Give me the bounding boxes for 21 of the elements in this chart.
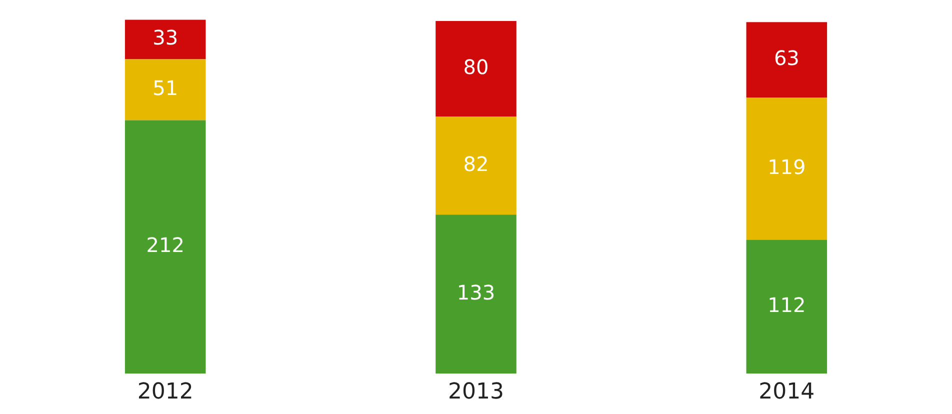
data-label: 212 <box>146 233 184 258</box>
bar <box>124 120 206 374</box>
bar <box>746 22 828 98</box>
bar <box>746 97 828 240</box>
data-label: 51 <box>152 76 178 100</box>
bar <box>436 214 516 374</box>
data-label: 82 <box>463 152 489 176</box>
data-label: 133 <box>456 280 496 304</box>
data-label: 33 <box>152 26 178 50</box>
data-label: 119 <box>768 154 806 179</box>
bar <box>746 240 828 374</box>
bar <box>436 116 516 215</box>
bar <box>124 20 206 60</box>
bar <box>124 59 206 120</box>
x-tick-label: 2014 <box>758 380 815 405</box>
x-tick-label: 2013 <box>448 380 504 405</box>
x-tick-label: 2012 <box>137 380 194 405</box>
data-label: 80 <box>463 54 489 79</box>
data-label: 112 <box>768 292 806 317</box>
bar <box>436 20 516 117</box>
data-label: 63 <box>774 46 800 70</box>
